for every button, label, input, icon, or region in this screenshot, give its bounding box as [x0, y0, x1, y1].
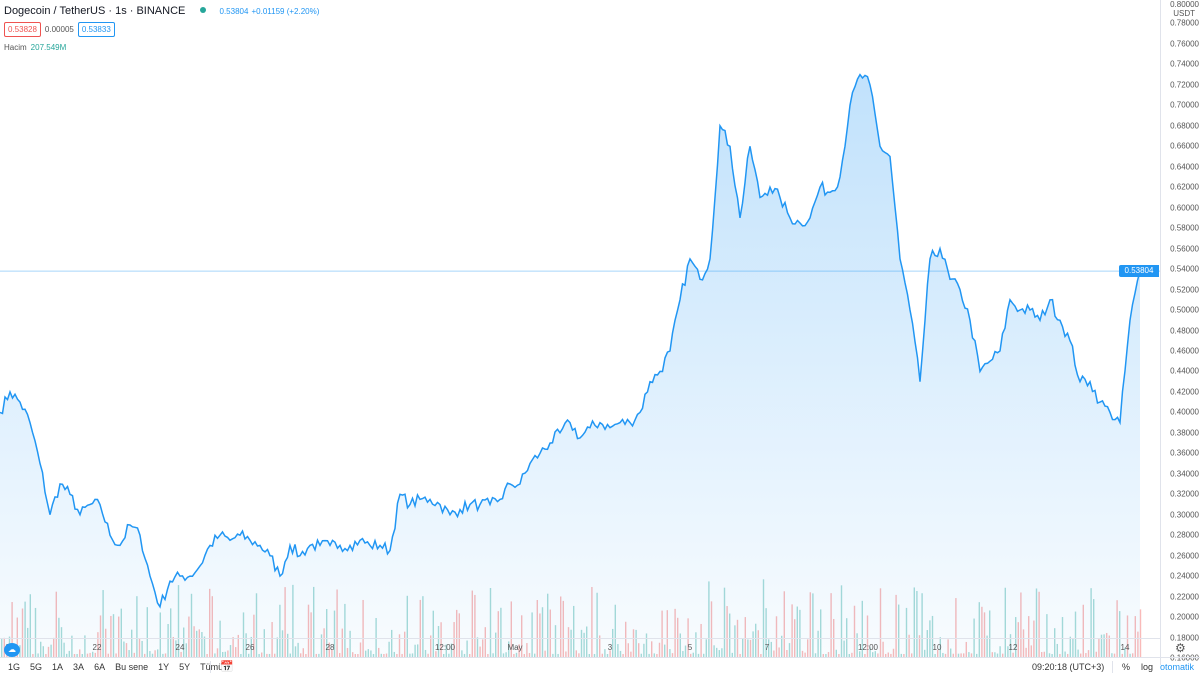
- y-tick-label: 0.80000: [1170, 0, 1199, 9]
- x-tick-label: 14: [1120, 643, 1130, 652]
- date-range-icon[interactable]: 📅: [220, 661, 234, 673]
- range-button[interactable]: Tümü: [200, 662, 224, 672]
- clock[interactable]: 09:20:18 (UTC+3): [1032, 662, 1105, 672]
- x-tick-label: 12:00: [857, 643, 879, 652]
- auto-scale-toggle[interactable]: otomatik: [1160, 662, 1195, 672]
- price-axis[interactable]: USDT 0.80000 0.78000 0.76000 0.74000 0.72000…: [1160, 0, 1200, 665]
- x-tick-label: 12: [1008, 643, 1018, 652]
- divider: [1112, 661, 1113, 673]
- y-tick-label: 0.62000: [1170, 182, 1199, 192]
- x-tick-label: 5: [687, 643, 693, 652]
- range-buttons: 1G 5G 1A 3A 6A Bu sene 1Y 5Y Tümü: [8, 662, 223, 672]
- y-tick-label: 0.76000: [1170, 39, 1199, 49]
- buy-button[interactable]: 0.53833: [77, 22, 115, 37]
- y-tick-label: 0.46000: [1170, 346, 1199, 356]
- range-button[interactable]: 5G: [30, 662, 43, 672]
- market-status-icon: [200, 7, 207, 13]
- y-tick-label: 0.38000: [1170, 428, 1199, 438]
- x-tick-label: 12:00: [434, 643, 456, 652]
- y-tick-label: 0.28000: [1170, 530, 1199, 540]
- x-tick-label: 7: [764, 643, 770, 652]
- x-tick-label: 28: [325, 643, 335, 652]
- last-price: 0.53804: [219, 7, 249, 16]
- price-line: [0, 73, 1141, 609]
- volume-bar: [1139, 609, 1142, 658]
- y-tick-label: 0.32000: [1170, 489, 1199, 499]
- bid-ask: 0.53828 0.00005 0.53833: [4, 22, 115, 37]
- y-tick-label: 0.16000: [1170, 653, 1199, 663]
- range-button[interactable]: 3A: [73, 662, 85, 672]
- spread: 0.00005: [44, 25, 74, 34]
- y-tick-label: 0.40000: [1170, 407, 1199, 417]
- range-button[interactable]: 1Y: [158, 662, 170, 672]
- y-tick-label: 0.66000: [1170, 141, 1199, 151]
- symbol-title[interactable]: Dogecoin / TetherUS · 1s · BINANCE: [4, 5, 186, 17]
- y-tick-label: 0.74000: [1170, 59, 1199, 69]
- y-tick-label: 0.78000: [1170, 18, 1199, 28]
- y-tick-label: 0.26000: [1170, 551, 1199, 561]
- sell-button[interactable]: 0.53828: [4, 22, 41, 37]
- y-tick-label: 0.60000: [1170, 203, 1199, 213]
- y-tick-label: 0.72000: [1170, 80, 1199, 90]
- y-tick-label: 0.48000: [1170, 326, 1199, 335]
- chart-legend: Dogecoin / TetherUS · 1s · BINANCE 0.538…: [4, 5, 319, 17]
- price-area: [0, 74, 1140, 659]
- range-button[interactable]: Bu sene: [115, 662, 149, 672]
- current-price-label: 0.53804: [1119, 265, 1159, 278]
- log-toggle[interactable]: log: [1141, 662, 1154, 672]
- y-tick-label: 0.20000: [1170, 612, 1199, 622]
- y-tick-label: 0.42000: [1170, 387, 1199, 397]
- y-tick-label: 0.30000: [1170, 510, 1199, 520]
- range-button[interactable]: 5Y: [179, 662, 191, 672]
- x-tick-label: May: [507, 643, 523, 652]
- x-tick-label: 3: [607, 643, 613, 652]
- bottom-toolbar: 1G 5G 1A 3A 6A Bu sene 1Y 5Y Tümü 📅 09:20:18 (UT…: [0, 657, 1200, 676]
- price-change: +0.01159 (+2.20%): [251, 7, 320, 16]
- currency-unit: USDT: [1173, 9, 1195, 18]
- y-tick-label: 0.64000: [1170, 162, 1199, 172]
- y-tick-label: 0.36000: [1170, 448, 1199, 458]
- y-tick-label: 0.22000: [1170, 592, 1199, 602]
- price-chart[interactable]: [0, 0, 1160, 665]
- divider: [210, 661, 211, 673]
- percent-toggle[interactable]: %: [1122, 662, 1131, 672]
- y-tick-label: 0.44000: [1170, 366, 1199, 376]
- volume-value: 207.549M: [30, 43, 67, 52]
- x-tick-label: 24: [175, 643, 185, 652]
- y-tick-label: 0.52000: [1170, 285, 1199, 295]
- y-tick-label: 0.56000: [1170, 244, 1199, 254]
- tradingview-logo-icon[interactable]: ☁: [4, 643, 20, 657]
- y-tick-label: 0.70000: [1170, 100, 1199, 110]
- range-button[interactable]: 1G: [8, 662, 21, 672]
- volume-label: Hacim: [4, 43, 27, 52]
- x-tick-label: 26: [245, 643, 255, 652]
- range-button[interactable]: 1A: [52, 662, 64, 672]
- y-tick-label: 0.34000: [1170, 469, 1199, 479]
- y-tick-label: 0.50000: [1170, 305, 1199, 315]
- range-button[interactable]: 6A: [94, 662, 106, 672]
- y-tick-label: 0.54000: [1170, 264, 1199, 274]
- y-tick-label: 0.58000: [1170, 223, 1199, 233]
- y-tick-label: 0.68000: [1170, 121, 1199, 131]
- volume-legend: Hacim 207.549M: [4, 43, 66, 52]
- y-tick-label: 0.24000: [1170, 571, 1199, 581]
- x-tick-label: 10: [932, 643, 942, 652]
- settings-gear-icon[interactable]: ⚙: [1175, 641, 1186, 655]
- y-tick-label: 0.18000: [1170, 633, 1199, 643]
- x-tick-label: 22: [92, 643, 102, 652]
